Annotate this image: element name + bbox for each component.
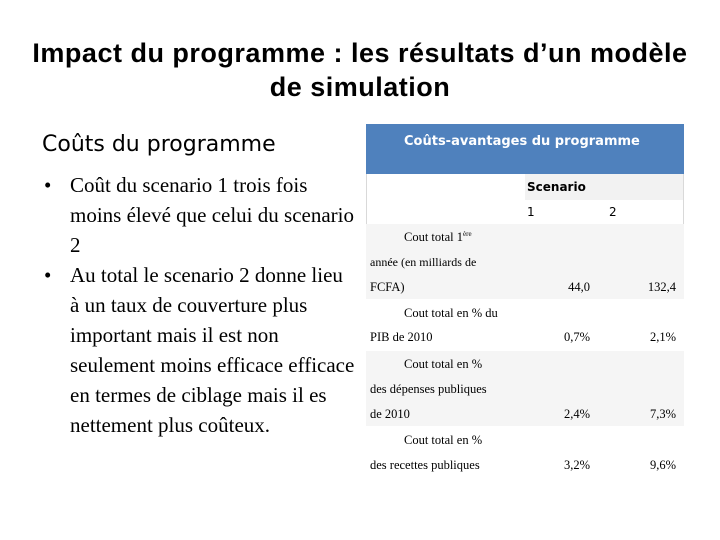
row-label-line: Cout total en % du bbox=[404, 306, 498, 320]
bullet-dot: • bbox=[44, 173, 52, 197]
slide-title: Impact du programme : les résultats d’un… bbox=[32, 38, 688, 102]
row-label-line: Cout total en % bbox=[404, 433, 483, 447]
row-label-line: FCFA) bbox=[370, 280, 405, 294]
row-label-line: des dépenses publiques bbox=[370, 382, 487, 396]
table-row: Cout total en % des recettes publiques 3… bbox=[366, 427, 684, 478]
row-value-scenario-1: 0,7% bbox=[563, 330, 590, 344]
row-label-line: année (en milliards de bbox=[370, 255, 477, 269]
row-label-line: PIB de 2010 bbox=[370, 330, 433, 344]
row-label-text: Cout total 1 bbox=[404, 230, 464, 245]
row-value-scenario-1: 44,0 bbox=[568, 280, 590, 294]
scenario-header-row: Scenario 1 2 bbox=[366, 174, 684, 224]
bullet-item: • Au total le scenario 2 donne lieu à un… bbox=[42, 260, 357, 440]
bullet-dot: • bbox=[44, 263, 52, 287]
scenario-label: Scenario bbox=[525, 174, 683, 200]
row-label-line: des recettes publiques bbox=[370, 458, 480, 472]
row-value-scenario-2: 9,6% bbox=[649, 458, 676, 472]
scenario-label-text: Scenario bbox=[527, 180, 586, 194]
table-header: Coûts-avantages du programme bbox=[366, 124, 684, 174]
scenario-col-2: 2 bbox=[605, 200, 683, 224]
row-label-sup: ère bbox=[463, 230, 472, 238]
row-value-scenario-2: 7,3% bbox=[649, 407, 676, 421]
bullet-item: • Coût du scenario 1 trois fois moins él… bbox=[42, 170, 357, 260]
scenario-col-1: 1 bbox=[525, 200, 605, 224]
row-value-scenario-2: 2,1% bbox=[649, 330, 676, 344]
table-row: Cout total en % des dépenses publiques d… bbox=[366, 351, 684, 427]
bullet-text: Au total le scenario 2 donne lieu à un t… bbox=[70, 263, 355, 437]
bullet-text: Coût du scenario 1 trois fois moins élev… bbox=[70, 173, 354, 257]
table-row: Cout total en % du PIB de 2010 0,7% 2,1% bbox=[366, 300, 684, 351]
row-label-line: de 2010 bbox=[370, 407, 410, 421]
scenario-col-1-text: 1 bbox=[527, 205, 535, 219]
cost-benefit-table: Coûts-avantages du programme Scenario 1 … bbox=[366, 124, 684, 478]
left-heading: Coûts du programme bbox=[42, 132, 276, 157]
row-label-line: Cout total 1ère bbox=[404, 230, 472, 245]
row-value-scenario-1: 3,2% bbox=[563, 458, 590, 472]
bullet-list: • Coût du scenario 1 trois fois moins él… bbox=[42, 170, 357, 440]
table-row: Cout total 1ère année (en milliards de F… bbox=[366, 224, 684, 300]
row-label-line: Cout total en % bbox=[404, 357, 483, 371]
row-value-scenario-2: 132,4 bbox=[647, 280, 676, 294]
row-value-scenario-1: 2,4% bbox=[563, 407, 590, 421]
scenario-col-2-text: 2 bbox=[609, 205, 617, 219]
